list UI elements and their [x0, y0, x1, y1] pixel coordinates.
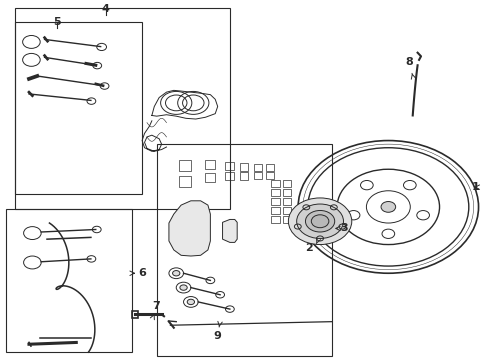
Text: 1: 1	[470, 182, 478, 192]
Circle shape	[180, 285, 187, 290]
Bar	[205, 173, 215, 182]
Bar	[282, 180, 291, 187]
Bar	[254, 172, 262, 179]
Bar	[178, 176, 190, 187]
Text: 4: 4	[102, 4, 109, 14]
Bar	[271, 216, 280, 223]
Text: 7: 7	[152, 301, 159, 311]
Bar	[266, 164, 274, 171]
Bar	[224, 172, 233, 180]
Bar	[178, 160, 190, 171]
Bar	[271, 198, 280, 205]
Bar	[282, 216, 291, 223]
Circle shape	[288, 198, 351, 244]
Text: 9: 9	[213, 330, 221, 341]
Bar	[157, 144, 331, 356]
Text: 5: 5	[53, 17, 61, 27]
Bar	[282, 207, 291, 214]
Circle shape	[380, 202, 395, 212]
Circle shape	[305, 211, 334, 232]
Bar	[15, 8, 229, 209]
Bar	[282, 189, 291, 196]
Polygon shape	[222, 220, 237, 242]
Text: 6: 6	[138, 268, 146, 278]
Bar	[224, 162, 233, 170]
Text: 8: 8	[405, 57, 412, 67]
Bar	[205, 160, 215, 169]
Bar	[239, 172, 248, 180]
Bar	[15, 22, 142, 194]
Bar	[282, 198, 291, 205]
Text: 2: 2	[305, 243, 312, 253]
Bar	[271, 180, 280, 187]
Circle shape	[296, 204, 343, 238]
Circle shape	[172, 271, 180, 276]
Circle shape	[311, 215, 328, 228]
Polygon shape	[168, 201, 210, 256]
Bar	[132, 311, 138, 318]
Circle shape	[187, 299, 194, 305]
Text: 3: 3	[340, 224, 347, 233]
Bar	[266, 172, 274, 179]
Bar	[254, 164, 262, 171]
Bar	[271, 189, 280, 196]
Bar	[5, 209, 132, 352]
Bar	[239, 163, 248, 171]
Bar	[271, 207, 280, 214]
